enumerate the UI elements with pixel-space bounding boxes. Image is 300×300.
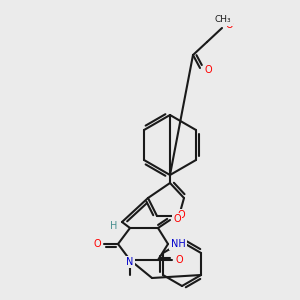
Text: N: N [126, 257, 134, 267]
Text: O: O [225, 20, 233, 30]
Text: O: O [93, 239, 101, 249]
Text: CH₃: CH₃ [215, 16, 231, 25]
Text: O: O [204, 65, 212, 75]
Text: O: O [177, 210, 185, 220]
Text: O: O [175, 255, 183, 265]
Text: NH: NH [171, 239, 185, 249]
Text: O: O [173, 214, 181, 224]
Text: H: H [110, 221, 118, 231]
